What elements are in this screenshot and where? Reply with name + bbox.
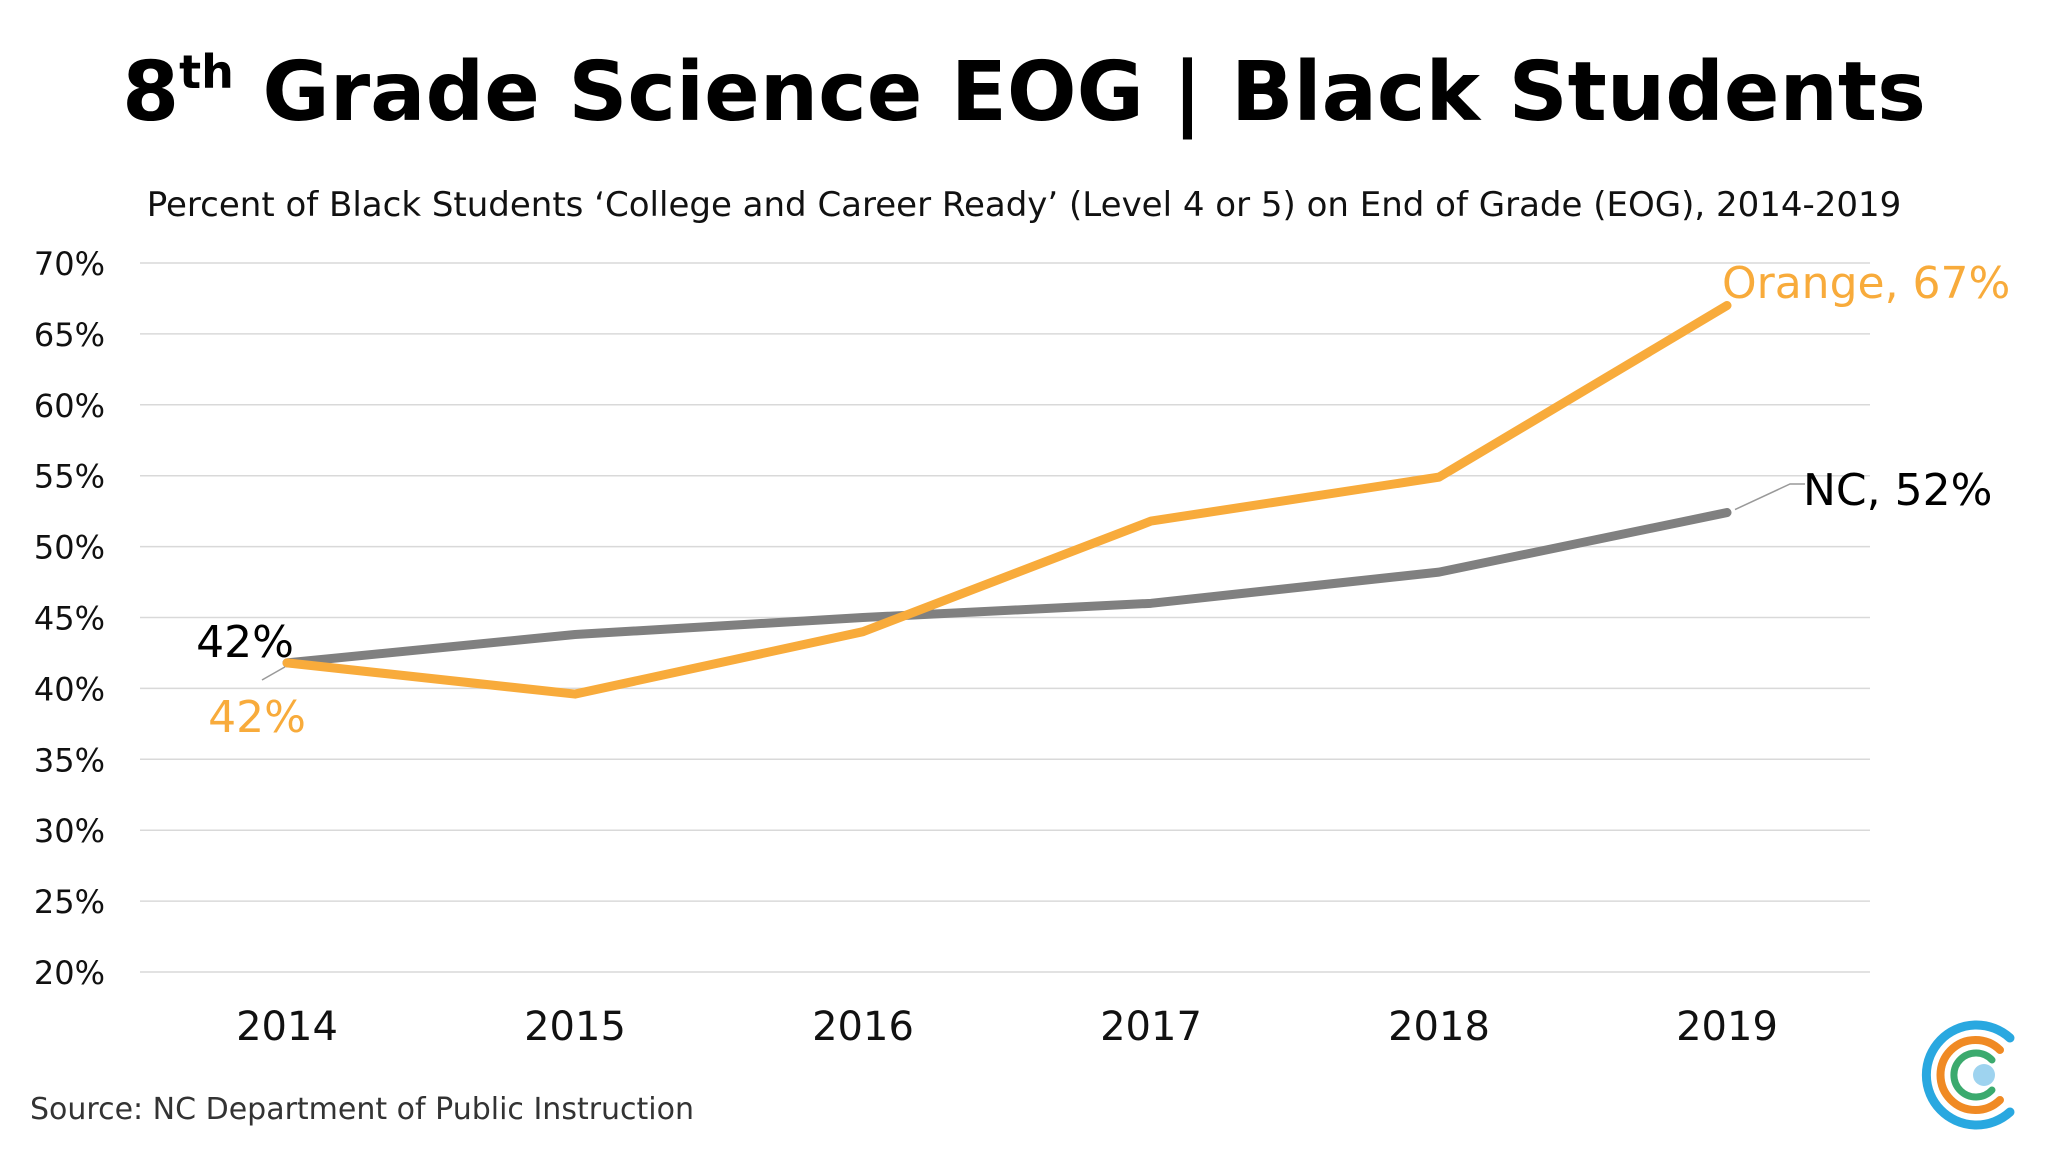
- data-label-nc-start: 42%: [196, 617, 294, 668]
- y-tick-label: 55%: [34, 458, 105, 496]
- y-tick-label: 45%: [34, 600, 105, 638]
- y-tick-label: 40%: [34, 670, 105, 708]
- label-leader-line: [1734, 483, 1805, 511]
- y-tick-label: 65%: [34, 316, 105, 354]
- x-tick-label: 2015: [524, 1004, 626, 1050]
- y-tick-label: 20%: [34, 954, 105, 992]
- title-superscript: th: [179, 45, 234, 99]
- label-leader-line: [261, 666, 286, 681]
- x-tick-label: 2014: [236, 1004, 338, 1050]
- x-tick-label: 2016: [812, 1004, 914, 1050]
- source-note: Source: NC Department of Public Instruct…: [30, 1092, 695, 1127]
- x-tick-label: 2017: [1100, 1004, 1202, 1050]
- circular-c-logo-icon: [1921, 1020, 2015, 1130]
- y-tick-label: 25%: [34, 883, 105, 921]
- series-line-orange: [282, 301, 1732, 699]
- x-tick-label: 2019: [1676, 1004, 1778, 1050]
- y-tick-label: 60%: [34, 387, 105, 425]
- data-label-nc-end: NC, 52%: [1803, 465, 1992, 516]
- y-tick-label: 35%: [34, 741, 105, 779]
- series-line-nc: [282, 508, 1732, 668]
- chart-subtitle: Percent of Black Students ‘College and C…: [146, 185, 1902, 225]
- y-tick-label: 50%: [34, 529, 105, 567]
- chart-title: 8th Grade Science EOG | Black Students: [122, 45, 1926, 140]
- x-tick-label: 2018: [1388, 1004, 1490, 1050]
- data-label-orange-start: 42%: [208, 692, 306, 743]
- y-tick-label: 30%: [34, 812, 105, 850]
- data-label-orange-end: Orange, 67%: [1722, 258, 2010, 309]
- y-tick-label: 70%: [34, 245, 105, 283]
